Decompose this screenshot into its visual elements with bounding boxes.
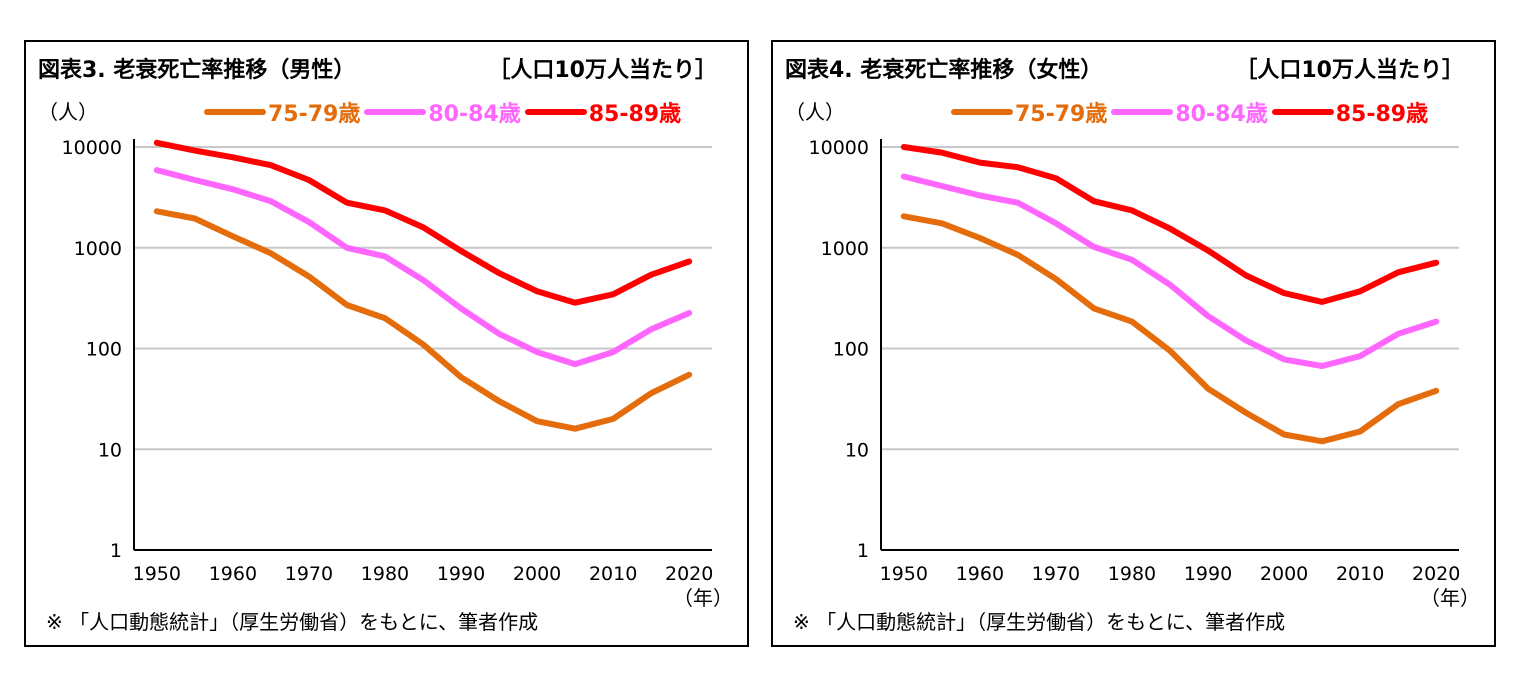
legend-swatch — [364, 109, 427, 115]
y-tick-label: 10000 — [809, 137, 869, 159]
legend-label: 75-79歳 — [268, 102, 361, 127]
y-axis-label: （人） — [38, 100, 98, 124]
x-tick-label: 2000 — [1260, 563, 1308, 585]
legend-swatch — [1271, 109, 1334, 115]
x-tick-label: 1970 — [1032, 563, 1080, 585]
source-note: ※ 「人口動態統計」（厚生労働省）をもとに、筆者作成 — [46, 610, 539, 634]
legend-swatch — [1111, 109, 1174, 115]
x-tick-label: 2020 — [1412, 563, 1460, 585]
series-line-85-89歳 — [900, 144, 1440, 305]
series-line-85-89歳 — [153, 139, 693, 306]
y-tick-label: 10 — [845, 439, 869, 461]
legend-label: 75-79歳 — [1015, 102, 1108, 127]
x-axis-label: （年） — [673, 586, 733, 610]
legend-label: 85-89歳 — [1335, 102, 1429, 127]
x-tick-label: 2010 — [1336, 563, 1384, 585]
legend-item: 85-89歳 — [524, 96, 682, 128]
series-line-80-84歳 — [153, 167, 693, 368]
legend-item: 85-89歳 — [1271, 96, 1429, 128]
y-axis-label: （人） — [785, 100, 845, 124]
plot-area: 1 10 100 1000 10000 1950 1960 1970 1980 1990 2000 2… — [62, 137, 714, 585]
legend-item: 75-79歳 — [204, 96, 360, 128]
chart-title: 図表3. 老衰死亡率推移（男性） — [38, 58, 356, 83]
legend-item: 75-79歳 — [951, 96, 1107, 128]
series-line-80-84歳 — [900, 173, 1440, 369]
chart-panel-female: 図表4. 老衰死亡率推移（女性） ［人口10万人当たり］ （人） 75-79歳 … — [771, 40, 1496, 647]
y-tick-label: 100 — [86, 339, 122, 361]
chart-panel-male: 図表3. 老衰死亡率推移（男性） ［人口10万人当たり］ （人） 75-79歳 … — [24, 40, 749, 647]
x-tick-label: 1950 — [133, 563, 181, 585]
y-tick-label: 1 — [857, 540, 869, 562]
x-tick-label: 1990 — [1184, 563, 1232, 585]
chart-title: 図表4. 老衰死亡率推移（女性） — [785, 58, 1103, 83]
x-tick-label: 1990 — [437, 563, 485, 585]
source-note: ※ 「人口動態統計」（厚生労働省）をもとに、筆者作成 — [793, 610, 1286, 634]
x-tick-label: 1980 — [1108, 563, 1156, 585]
unit-note: ［人口10万人当たり］ — [1235, 58, 1464, 83]
x-tick-label: 1970 — [285, 563, 333, 585]
legend-label: 80-84歳 — [428, 102, 521, 127]
y-tick-label: 10000 — [62, 137, 122, 159]
x-axis-label: （年） — [1420, 586, 1480, 610]
x-tick-label: 2010 — [589, 563, 637, 585]
series-line-75-79歳 — [153, 208, 693, 432]
legend-swatch — [951, 109, 1013, 115]
unit-note: ［人口10万人当たり］ — [488, 58, 717, 83]
y-tick-label: 1 — [110, 540, 122, 562]
x-tick-label: 1960 — [209, 563, 257, 585]
legend-swatch — [204, 109, 266, 115]
y-tick-label: 10 — [98, 439, 122, 461]
legend-label: 80-84歳 — [1175, 102, 1268, 127]
y-tick-label: 1000 — [74, 238, 122, 260]
x-tick-label: 2000 — [513, 563, 561, 585]
legend-item: 80-84歳 — [1111, 96, 1268, 128]
x-tick-label: 1960 — [956, 563, 1004, 585]
x-tick-label: 1980 — [361, 563, 409, 585]
legend: 75-79歳 80-84歳 85-89歳 — [951, 96, 1432, 128]
plot-area: 1 10 100 1000 10000 1950 1960 1970 1980 1990 2000 2… — [809, 137, 1461, 585]
y-tick-label: 100 — [833, 339, 869, 361]
x-tick-label: 2020 — [665, 563, 713, 585]
legend: 75-79歳 80-84歳 85-89歳 — [204, 96, 685, 128]
series-line-75-79歳 — [900, 213, 1440, 445]
legend-item: 80-84歳 — [364, 96, 521, 128]
legend-label: 85-89歳 — [588, 102, 682, 127]
y-tick-label: 1000 — [821, 238, 869, 260]
legend-swatch — [524, 109, 587, 115]
x-tick-label: 1950 — [880, 563, 928, 585]
